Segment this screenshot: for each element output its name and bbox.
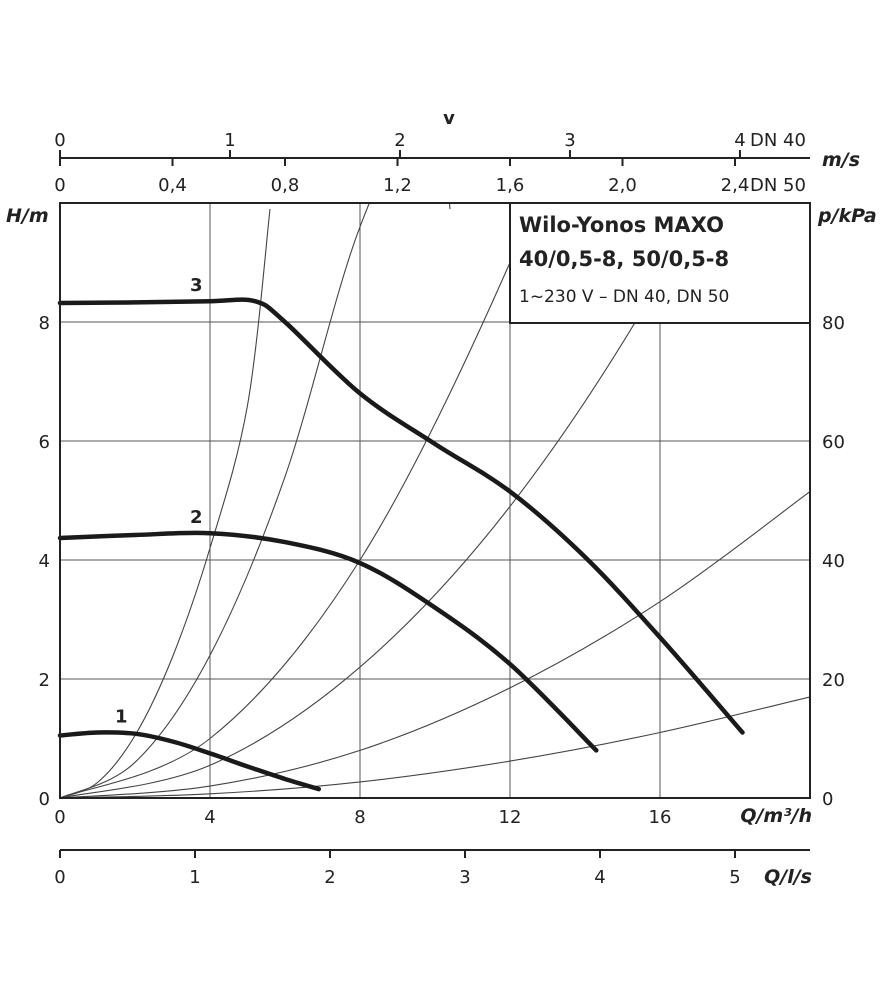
x-tick-label-2: 8 — [354, 807, 365, 828]
y-right-tick-label-4: 80 — [822, 313, 845, 334]
curve-label-1: 1 — [115, 707, 128, 728]
curve-label-2: 2 — [190, 507, 203, 528]
system-curve-5 — [60, 491, 810, 798]
system-curve-2 — [60, 203, 451, 798]
system-curve-4 — [60, 203, 703, 798]
velocity-axis-label-ms: m/s — [822, 149, 860, 171]
y-tick-label-3: 6 — [39, 432, 50, 453]
velocity-dn50-tick-label-3: 1,2 — [383, 175, 412, 196]
velocity-dn40-tick-label-4: 4 — [734, 130, 745, 151]
flow-ls-tick-label-3: 3 — [459, 867, 470, 888]
system-curves — [60, 203, 810, 798]
velocity-dn50-tick-label-4: 1,6 — [496, 175, 525, 196]
velocity-dn50-tick-label-6: 2,4 — [721, 175, 750, 196]
y-tick-label-0: 0 — [39, 789, 50, 810]
velocity-dn50-tick-label-5: 2,0 — [608, 175, 637, 196]
flow-ls-tick-label-0: 0 — [54, 867, 65, 888]
title-box-frame — [509, 202, 811, 324]
x-tick-label-3: 12 — [499, 807, 522, 828]
flow-ls-tick-label-4: 4 — [594, 867, 605, 888]
flow-ls-tick-label-5: 5 — [729, 867, 740, 888]
y-tick-label-4: 8 — [39, 313, 50, 334]
velocity-dn50-tick-label-0: 0 — [54, 175, 65, 196]
velocity-axis-label-v: v — [443, 108, 455, 129]
velocity-dn50-tick-label-1: 0,4 — [158, 175, 187, 196]
curve-label-3: 3 — [190, 275, 203, 296]
x-axis-label: Q/m³/h — [740, 805, 812, 827]
dn50-label: DN 50 — [750, 175, 806, 196]
y-tick-label-1: 2 — [39, 670, 50, 691]
plot-area-frame — [59, 202, 811, 799]
flow-ls-tick-label-1: 1 — [189, 867, 200, 888]
velocity-dn40-tick-label-0: 0 — [54, 130, 65, 151]
y-tick-label-2: 4 — [39, 551, 50, 572]
flow-ls-tick-label-2: 2 — [324, 867, 335, 888]
pump-curve-3 — [57, 297, 745, 735]
pump-curve-2 — [57, 530, 599, 753]
x-tick-label-1: 4 — [204, 807, 215, 828]
chart-subtitle: 1~230 V – DN 40, DN 50 — [519, 287, 729, 307]
system-curve-6 — [60, 696, 810, 798]
velocity-dn40-tick-label-1: 1 — [224, 130, 235, 151]
y-axis-label-right: p/kPa — [817, 205, 877, 227]
y-axis-label-left: H/m — [6, 205, 49, 227]
title-box: Wilo-Yonos MAXO 40/0,5-8, 50/0,5-8 1~230… — [509, 202, 811, 324]
pump-curve-1 — [57, 730, 322, 792]
velocity-dn40-tick-label-2: 2 — [394, 130, 405, 151]
system-curve-1 — [60, 208, 271, 798]
chart-title-line-1: Wilo-Yonos MAXO — [519, 213, 724, 237]
y-right-tick-label-3: 60 — [822, 432, 845, 453]
pump-curves: 1 2 3 — [57, 275, 745, 792]
velocity-dn50-tick-label-2: 0,8 — [271, 175, 300, 196]
system-curve-3 — [60, 203, 537, 798]
chart-title-line-2: 40/0,5-8, 50/0,5-8 — [519, 247, 729, 271]
flow-ls-axis-label: Q/l/s — [764, 866, 812, 888]
dn40-label: DN 40 — [750, 130, 806, 151]
y-right-tick-label-2: 40 — [822, 551, 845, 572]
velocity-dn40-tick-label-3: 3 — [564, 130, 575, 151]
x-tick-label-0: 0 — [54, 807, 65, 828]
x-tick-label-4: 16 — [649, 807, 672, 828]
y-right-tick-label-0: 0 — [822, 789, 833, 810]
y-right-tick-label-1: 20 — [822, 670, 845, 691]
